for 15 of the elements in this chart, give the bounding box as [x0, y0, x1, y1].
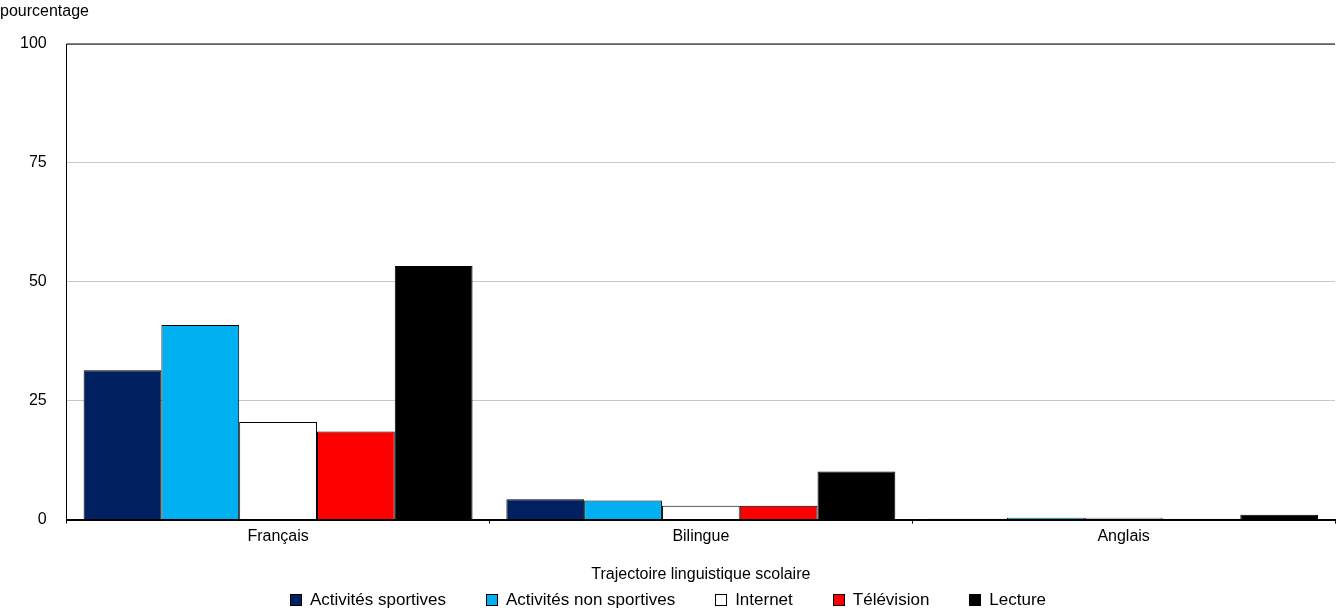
- legend-label: Lecture: [989, 590, 1047, 610]
- legend-label: Activités non sportives: [506, 590, 676, 610]
- legend-label: Internet: [735, 590, 793, 610]
- legend-label: Activités sportives: [309, 590, 446, 610]
- x-tick-label: Français: [247, 526, 309, 544]
- x-tick-label: Bilingue: [672, 526, 730, 544]
- y-axis-title: pourcentage: [0, 2, 90, 20]
- y-tick-label: 50: [28, 272, 47, 290]
- x-tick-label: Anglais: [1097, 526, 1150, 544]
- legend-label: Télévision: [852, 590, 930, 610]
- y-tick-label: 75: [28, 153, 47, 171]
- x-axis-title: Trajectoire linguistique scolaire: [591, 564, 811, 582]
- y-tick-label: 25: [28, 391, 47, 409]
- y-tick-label: 100: [19, 34, 47, 52]
- y-tick-label: 0: [37, 510, 47, 528]
